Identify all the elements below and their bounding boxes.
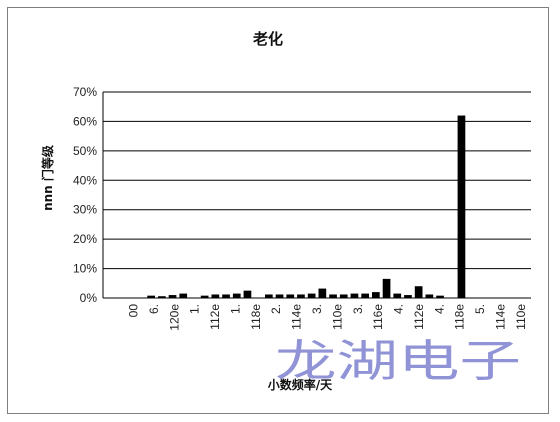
y-tick-label: 0% bbox=[80, 291, 98, 305]
bar bbox=[297, 294, 305, 298]
x-tick-labels: 00 6. 120e 1. 112e 1. 118e 2. 114e 3. 110e 3. 116e 4.… bbox=[127, 304, 528, 331]
x-tick-label: 112e bbox=[412, 304, 426, 330]
bar bbox=[457, 115, 466, 298]
x-tick-label: 110e bbox=[514, 304, 528, 330]
bar bbox=[404, 295, 412, 298]
x-tick-label: 116e bbox=[371, 304, 385, 330]
bar bbox=[265, 294, 273, 298]
x-tick-label: 4. bbox=[432, 304, 446, 314]
x-tick-label: 120e bbox=[167, 304, 181, 331]
x-tick-label: 5. bbox=[473, 304, 487, 314]
x-tick-label: 00 bbox=[127, 304, 141, 318]
gridlines bbox=[103, 91, 531, 270]
bar bbox=[318, 288, 327, 298]
bar bbox=[232, 293, 241, 298]
bar bbox=[179, 293, 188, 298]
x-axis-title: 小数频率/天 bbox=[268, 377, 333, 392]
bar bbox=[307, 293, 316, 298]
y-tick-label: 20% bbox=[73, 232, 97, 246]
x-tick-label: 1. bbox=[229, 304, 243, 314]
y-tick-label: 50% bbox=[73, 144, 97, 158]
x-tick-label: 3. bbox=[351, 304, 365, 314]
bar bbox=[329, 294, 337, 298]
bar bbox=[339, 294, 348, 298]
bar bbox=[414, 286, 423, 298]
watermark-text: 龙湖电子 bbox=[275, 336, 521, 387]
bar bbox=[286, 294, 295, 298]
chart-title: 老化 bbox=[252, 30, 283, 48]
x-tick-label: 118e bbox=[453, 304, 467, 330]
x-tick-label: 114e bbox=[290, 304, 304, 330]
bar bbox=[147, 295, 155, 298]
x-tick-label: 1. bbox=[188, 304, 202, 314]
bar bbox=[350, 293, 359, 298]
bar bbox=[243, 290, 252, 298]
x-tick-label: 3. bbox=[310, 304, 324, 314]
bar bbox=[222, 294, 230, 298]
y-axis-title: nnn 门等级 bbox=[40, 145, 55, 211]
y-tick-label: 70% bbox=[73, 85, 97, 99]
x-tick-label: 4. bbox=[392, 304, 406, 314]
bar bbox=[393, 293, 402, 298]
x-tick-label: 112e bbox=[208, 304, 222, 330]
bar bbox=[382, 278, 391, 298]
y-tick-label: 60% bbox=[73, 114, 97, 128]
bar bbox=[168, 295, 177, 298]
bar bbox=[361, 293, 369, 298]
y-tick-label: 30% bbox=[73, 203, 97, 217]
bar bbox=[200, 295, 209, 298]
y-tick-label: 40% bbox=[73, 173, 97, 187]
x-tick-label: 2. bbox=[269, 304, 283, 314]
x-tick-label: 110e bbox=[330, 304, 344, 330]
bar bbox=[211, 294, 220, 298]
bar bbox=[436, 295, 444, 298]
x-tick-label: 118e bbox=[249, 304, 263, 330]
x-tick-label: 6. bbox=[147, 304, 161, 314]
y-tick-labels: 0% 10% 20% 30% 40% 50% 60% 70% bbox=[73, 85, 97, 305]
x-tick-label: 114e bbox=[493, 304, 507, 330]
bars bbox=[147, 115, 466, 298]
y-tick-label: 10% bbox=[73, 262, 97, 276]
bar bbox=[158, 296, 166, 298]
bar bbox=[425, 294, 434, 298]
bar bbox=[275, 294, 284, 298]
bar bbox=[372, 292, 380, 298]
